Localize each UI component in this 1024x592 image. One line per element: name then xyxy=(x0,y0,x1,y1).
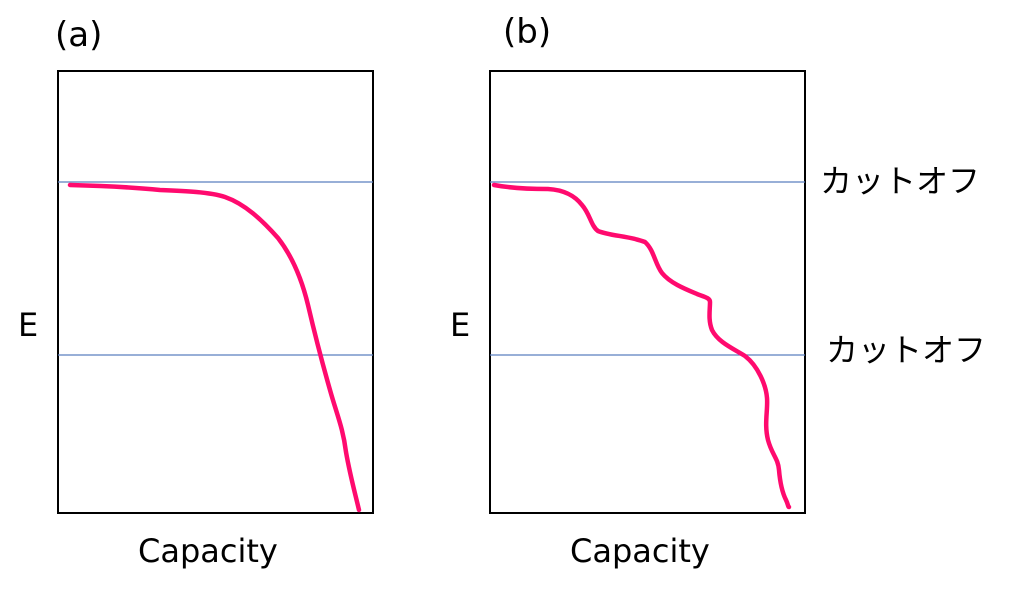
panel-b-label: (b) xyxy=(503,12,552,52)
cutoff-label-upper: カットオフ xyxy=(820,162,981,200)
cutoff-label-lower: カットオフ xyxy=(826,331,987,369)
panel-b-discharge-curve xyxy=(491,182,792,510)
panel-b-frame xyxy=(489,70,806,514)
panel-a-discharge-curve xyxy=(67,182,362,513)
panel-a-y-axis-label: E xyxy=(18,306,39,344)
panel-a-x-axis-label: Capacity xyxy=(138,532,278,570)
panel-b-y-axis-label: E xyxy=(450,306,471,344)
panel-b-x-axis-label: Capacity xyxy=(570,532,710,570)
panel-b xyxy=(489,70,806,514)
panel-a xyxy=(57,70,374,514)
panel-a-label: (a) xyxy=(55,15,103,55)
panel-a-frame xyxy=(57,70,374,514)
